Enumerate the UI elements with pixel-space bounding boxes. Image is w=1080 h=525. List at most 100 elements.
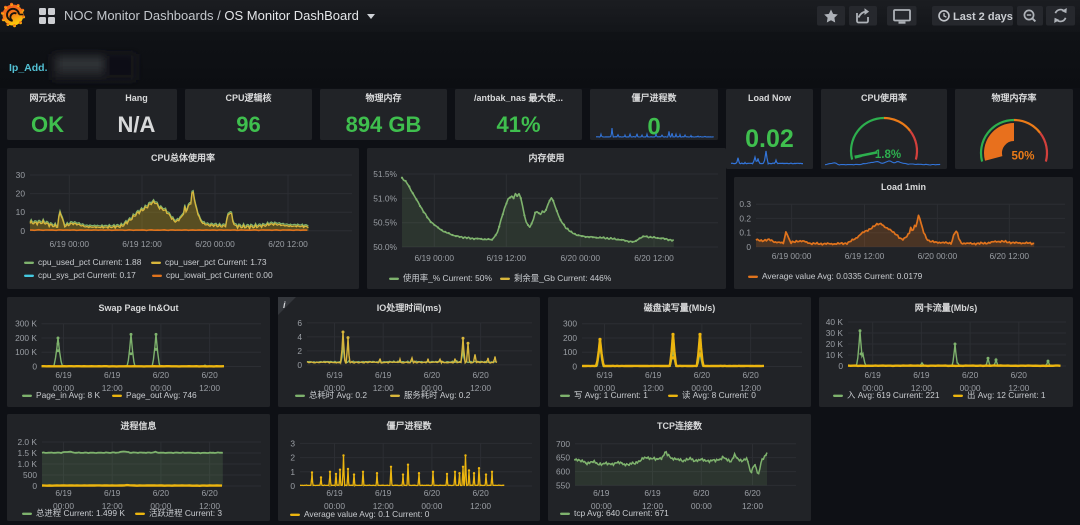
svg-text:00:00: 00:00 [591,501,612,511]
svg-text:6/19: 6/19 [596,370,613,380]
svg-text:200: 200 [563,333,577,343]
svg-text:入 Avg: 619 Current: 221: 入 Avg: 619 Current: 221 [847,390,940,400]
svg-text:41%: 41% [496,112,540,137]
svg-text:0: 0 [647,114,660,141]
svg-text:出 Avg: 12 Current: 1: 出 Avg: 12 Current: 1 [967,390,1046,400]
svg-text:1: 1 [290,467,295,477]
svg-text:6/19: 6/19 [55,370,72,380]
svg-text:0: 0 [32,362,37,372]
svg-text:51.5%: 51.5% [373,169,397,179]
svg-text:cpu_iowait_pct Current: 0.00: cpu_iowait_pct Current: 0.00 [166,270,273,280]
svg-text:100 K: 100 K [15,347,37,357]
svg-text:N/A: N/A [118,112,156,137]
svg-text:0: 0 [297,360,302,370]
svg-text:6/19: 6/19 [55,488,72,498]
svg-text:6/19 00:00: 6/19 00:00 [415,253,455,263]
svg-text:650: 650 [556,453,570,463]
svg-text:0: 0 [572,362,577,372]
svg-text:剩余量_Gb Current: 446%: 剩余量_Gb Current: 446% [514,273,612,283]
svg-text:6/19: 6/19 [326,488,343,498]
svg-text:6/19 12:00: 6/19 12:00 [845,251,885,261]
svg-text:6/20: 6/20 [424,488,441,498]
svg-text:12:00: 12:00 [470,383,491,393]
svg-text:100: 100 [563,347,577,357]
svg-text:30: 30 [16,170,26,180]
svg-text:12:00: 12:00 [199,501,220,511]
svg-text:300: 300 [563,319,577,329]
svg-text:6/20 12:00: 6/20 12:00 [634,253,674,263]
svg-text:0.3: 0.3 [739,199,751,209]
svg-text:i: i [283,300,286,310]
svg-text:Load Now: Load Now [748,93,792,103]
svg-text:6/20: 6/20 [693,488,710,498]
svg-text:6/20: 6/20 [201,370,218,380]
svg-text:6/20: 6/20 [424,370,441,380]
svg-text:00:00: 00:00 [691,501,712,511]
svg-text:6/19 00:00: 6/19 00:00 [772,251,812,261]
svg-text:6/20: 6/20 [472,488,489,498]
svg-text:4: 4 [297,332,302,342]
svg-text:6/20: 6/20 [962,370,979,380]
svg-text:00:00: 00:00 [150,501,171,511]
svg-text:00:00: 00:00 [53,501,74,511]
svg-text:Hang: Hang [125,93,148,103]
svg-text:40 K: 40 K [826,317,844,327]
svg-text:/antbak_nas 最大使...: /antbak_nas 最大使... [474,92,563,103]
svg-text:1.8%: 1.8% [875,149,901,161]
svg-text:6/19: 6/19 [375,488,392,498]
svg-text:96: 96 [236,112,260,137]
svg-text:总进程 Current: 1.499 K: 总进程 Current: 1.499 K [36,508,125,518]
svg-text:00:00: 00:00 [421,501,442,511]
svg-text:12:00: 12:00 [373,501,394,511]
svg-text:6/20: 6/20 [744,488,761,498]
svg-text:Page_in Avg: 8 K: Page_in Avg: 8 K [36,390,101,400]
svg-text:tcp Avg: 640 Current: 671: tcp Avg: 640 Current: 671 [574,508,669,518]
svg-text:12:00: 12:00 [643,383,664,393]
svg-text:总耗时 Avg: 0.2: 总耗时 Avg: 0.2 [309,390,367,400]
svg-text:10 K: 10 K [826,350,844,360]
svg-text:活跃进程 Current: 3: 活跃进程 Current: 3 [149,508,222,518]
svg-text:0: 0 [290,481,295,491]
svg-text:00:00: 00:00 [960,383,981,393]
svg-text:Swap Page In&Out: Swap Page In&Out [98,303,178,313]
svg-text:200 K: 200 K [15,333,37,343]
svg-text:600: 600 [556,467,570,477]
svg-text:894 GB: 894 GB [346,112,422,137]
svg-text:12:00: 12:00 [1008,383,1029,393]
svg-text:Page_out Avg: 746: Page_out Avg: 746 [126,390,197,400]
svg-text:12:00: 12:00 [102,383,123,393]
svg-text:00:00: 00:00 [324,501,345,511]
svg-text:6/20: 6/20 [201,488,218,498]
svg-text:0: 0 [20,226,25,236]
svg-text:12:00: 12:00 [742,501,763,511]
svg-text:物理内存: 物理内存 [365,92,401,103]
svg-text:50%: 50% [1011,151,1034,163]
svg-text:6/19 12:00: 6/19 12:00 [487,253,527,263]
svg-text:Average value Avg: 0.1 Curre: Average value Avg: 0.1 Current: 0 [304,509,430,519]
svg-text:00:00: 00:00 [150,383,171,393]
svg-text:1.0 K: 1.0 K [17,459,37,469]
svg-text:2.0 K: 2.0 K [17,437,37,447]
svg-text:6/20: 6/20 [153,370,170,380]
svg-text:6/19: 6/19 [593,488,610,498]
svg-text:12:00: 12:00 [642,501,663,511]
svg-text:6/20 12:00: 6/20 12:00 [990,251,1030,261]
svg-text:0: 0 [746,242,751,252]
svg-text:0: 0 [32,481,37,491]
svg-text:6/20: 6/20 [1011,370,1028,380]
svg-text:00:00: 00:00 [691,383,712,393]
svg-text:20 K: 20 K [826,339,844,349]
svg-text:6/20 00:00: 6/20 00:00 [195,239,235,249]
svg-text:僵尸进程数: 僵尸进程数 [386,420,432,431]
svg-text:读 Avg: 8 Current: 0: 读 Avg: 8 Current: 0 [682,390,756,400]
svg-text:12:00: 12:00 [373,383,394,393]
svg-text:6/19: 6/19 [375,370,392,380]
svg-text:12:00: 12:00 [470,501,491,511]
svg-text:CPU使用率: CPU使用率 [861,92,907,103]
svg-text:6/19: 6/19 [104,488,121,498]
svg-text:12:00: 12:00 [102,501,123,511]
svg-text:12:00: 12:00 [199,383,220,393]
svg-text:cpu_user_pct Current: 1.73: cpu_user_pct Current: 1.73 [165,257,267,267]
svg-text:700: 700 [556,439,570,449]
svg-text:10: 10 [16,207,26,217]
